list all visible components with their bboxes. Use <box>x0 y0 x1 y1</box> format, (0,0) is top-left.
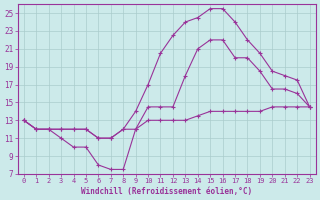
X-axis label: Windchill (Refroidissement éolien,°C): Windchill (Refroidissement éolien,°C) <box>81 187 252 196</box>
